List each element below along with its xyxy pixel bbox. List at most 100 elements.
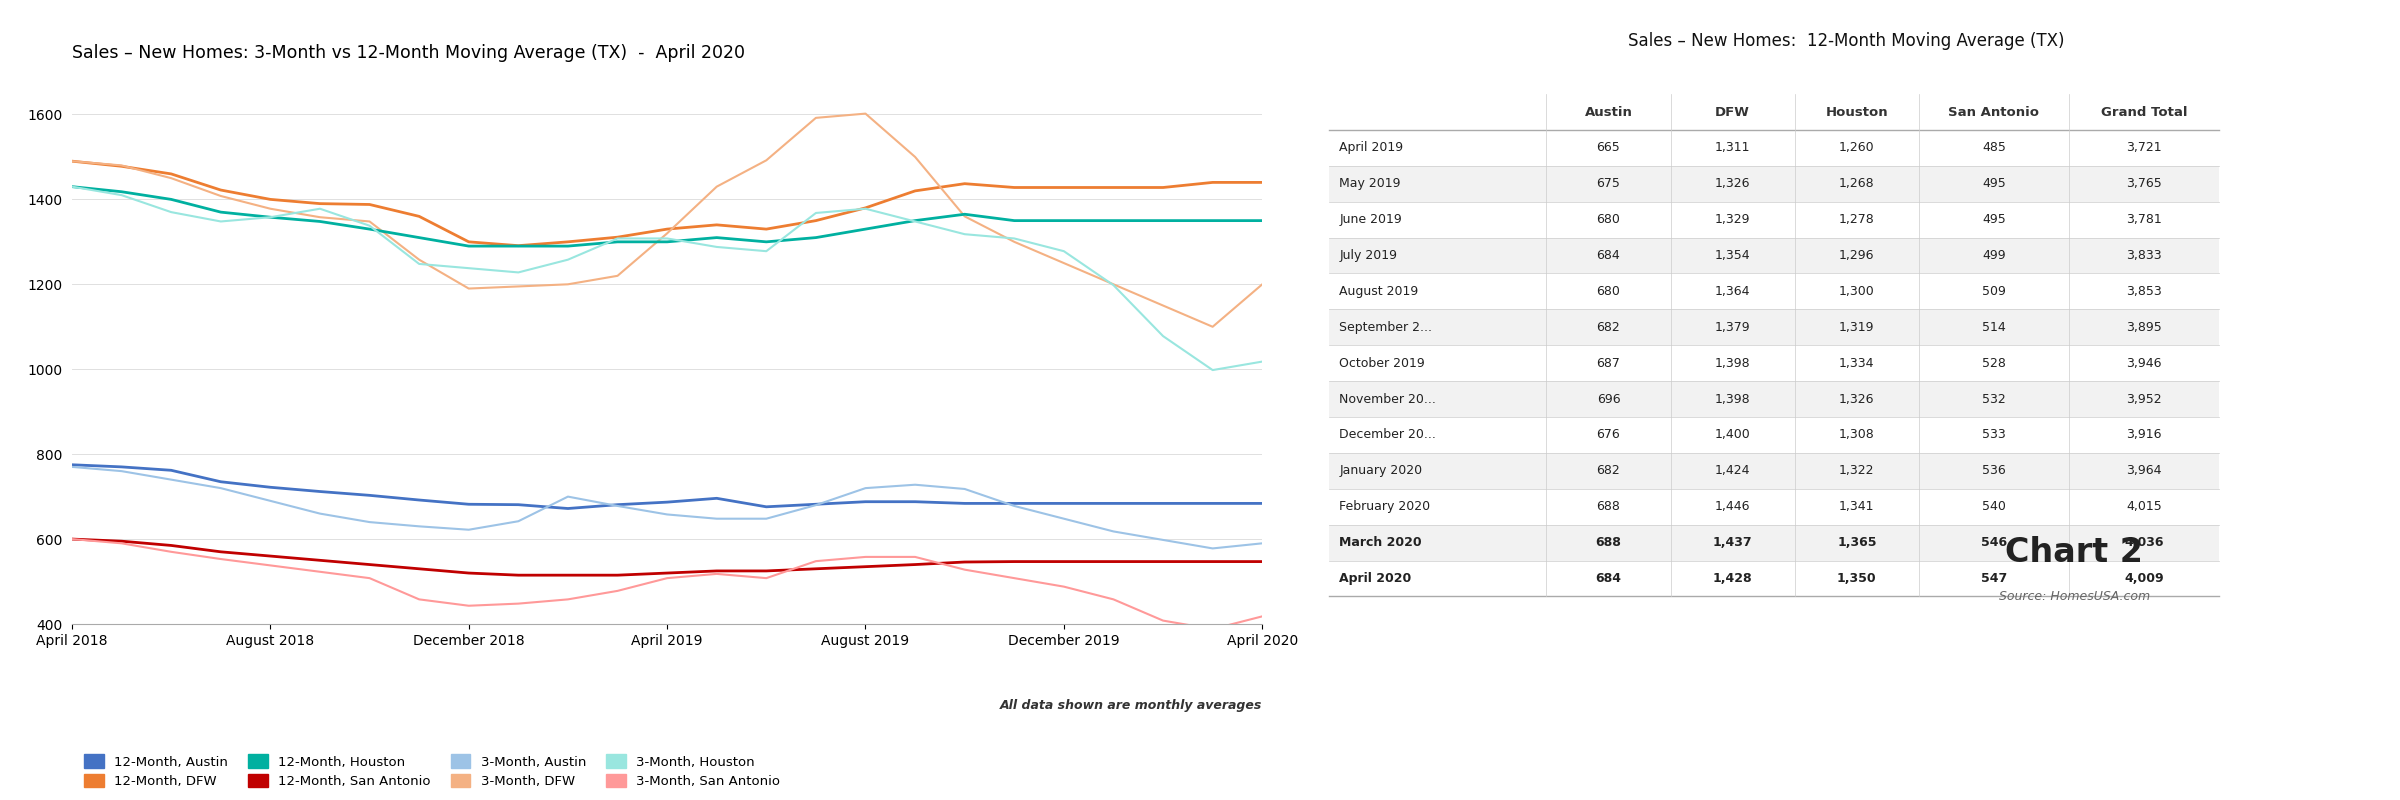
Text: 540: 540 xyxy=(1982,500,2006,514)
Text: 1,308: 1,308 xyxy=(1838,429,1874,442)
Text: 528: 528 xyxy=(1982,357,2006,370)
Text: 1,311: 1,311 xyxy=(1716,142,1750,154)
Text: 1,322: 1,322 xyxy=(1838,464,1874,478)
Text: April 2019: April 2019 xyxy=(1339,142,1404,154)
Text: 3,964: 3,964 xyxy=(2126,464,2162,478)
Bar xyxy=(1330,94,2220,130)
Text: 696: 696 xyxy=(1596,393,1620,406)
Text: 1,260: 1,260 xyxy=(1838,142,1874,154)
Text: 1,296: 1,296 xyxy=(1838,249,1874,262)
Text: 495: 495 xyxy=(1982,178,2006,190)
Text: 4,009: 4,009 xyxy=(2124,572,2165,585)
Text: 665: 665 xyxy=(1596,142,1620,154)
Text: April 2020: April 2020 xyxy=(1339,572,1411,585)
Bar xyxy=(1330,130,2220,166)
Text: 676: 676 xyxy=(1596,429,1620,442)
Bar xyxy=(1330,310,2220,346)
Text: Houston: Houston xyxy=(1826,106,1889,118)
Text: Chart 2: Chart 2 xyxy=(2006,536,2143,569)
Text: 1,437: 1,437 xyxy=(1714,536,1752,549)
Text: 1,379: 1,379 xyxy=(1716,321,1750,334)
Text: 680: 680 xyxy=(1596,285,1620,298)
Text: 1,326: 1,326 xyxy=(1716,178,1750,190)
Text: 688: 688 xyxy=(1596,500,1620,514)
Text: 3,765: 3,765 xyxy=(2126,178,2162,190)
Text: 495: 495 xyxy=(1982,213,2006,226)
Text: 3,952: 3,952 xyxy=(2126,393,2162,406)
Text: 682: 682 xyxy=(1596,464,1620,478)
Text: December 20...: December 20... xyxy=(1339,429,1435,442)
Text: 1,398: 1,398 xyxy=(1716,357,1750,370)
Text: 509: 509 xyxy=(1982,285,2006,298)
Text: 1,354: 1,354 xyxy=(1716,249,1750,262)
Bar xyxy=(1330,166,2220,202)
Text: August 2019: August 2019 xyxy=(1339,285,1418,298)
Text: 1,424: 1,424 xyxy=(1716,464,1750,478)
Bar xyxy=(1330,525,2220,561)
Text: 532: 532 xyxy=(1982,393,2006,406)
Text: 4,036: 4,036 xyxy=(2124,536,2165,549)
Text: 1,428: 1,428 xyxy=(1714,572,1752,585)
Text: September 2...: September 2... xyxy=(1339,321,1433,334)
Text: November 20...: November 20... xyxy=(1339,393,1435,406)
Bar xyxy=(1330,489,2220,525)
Text: 1,398: 1,398 xyxy=(1716,393,1750,406)
Bar xyxy=(1330,561,2220,597)
Text: Sales – New Homes:  12-Month Moving Average (TX): Sales – New Homes: 12-Month Moving Avera… xyxy=(1627,32,2064,50)
Text: 499: 499 xyxy=(1982,249,2006,262)
Text: 3,895: 3,895 xyxy=(2126,321,2162,334)
Text: All data shown are monthly averages: All data shown are monthly averages xyxy=(1001,698,1262,711)
Text: 1,350: 1,350 xyxy=(1836,572,1877,585)
Text: Grand Total: Grand Total xyxy=(2100,106,2186,118)
Text: 687: 687 xyxy=(1596,357,1620,370)
Text: 1,329: 1,329 xyxy=(1716,213,1750,226)
Text: 546: 546 xyxy=(1980,536,2006,549)
Text: 675: 675 xyxy=(1596,178,1620,190)
Text: 547: 547 xyxy=(1980,572,2006,585)
Text: 3,946: 3,946 xyxy=(2126,357,2162,370)
Text: March 2020: March 2020 xyxy=(1339,536,1421,549)
Bar xyxy=(1330,346,2220,381)
Text: 1,319: 1,319 xyxy=(1838,321,1874,334)
Text: 1,326: 1,326 xyxy=(1838,393,1874,406)
Text: 485: 485 xyxy=(1982,142,2006,154)
Bar xyxy=(1330,381,2220,417)
Text: 3,721: 3,721 xyxy=(2126,142,2162,154)
Text: Sales – New Homes: 3-Month vs 12-Month Moving Average (TX)  -  April 2020: Sales – New Homes: 3-Month vs 12-Month M… xyxy=(72,44,744,62)
Bar xyxy=(1330,238,2220,274)
Text: 680: 680 xyxy=(1596,213,1620,226)
Text: 533: 533 xyxy=(1982,429,2006,442)
Text: 3,781: 3,781 xyxy=(2126,213,2162,226)
Text: 684: 684 xyxy=(1596,572,1622,585)
Text: 3,916: 3,916 xyxy=(2126,429,2162,442)
Text: Austin: Austin xyxy=(1584,106,1632,118)
Text: 1,364: 1,364 xyxy=(1716,285,1750,298)
Text: 1,365: 1,365 xyxy=(1836,536,1877,549)
Text: DFW: DFW xyxy=(1716,106,1750,118)
Text: 536: 536 xyxy=(1982,464,2006,478)
Text: 684: 684 xyxy=(1596,249,1620,262)
Text: 688: 688 xyxy=(1596,536,1622,549)
Bar xyxy=(1330,202,2220,238)
Text: June 2019: June 2019 xyxy=(1339,213,1402,226)
Text: 3,853: 3,853 xyxy=(2126,285,2162,298)
Text: 682: 682 xyxy=(1596,321,1620,334)
Text: 3,833: 3,833 xyxy=(2126,249,2162,262)
Text: 1,278: 1,278 xyxy=(1838,213,1874,226)
Text: 1,400: 1,400 xyxy=(1714,429,1750,442)
Text: 1,446: 1,446 xyxy=(1716,500,1750,514)
Text: February 2020: February 2020 xyxy=(1339,500,1430,514)
Text: 1,341: 1,341 xyxy=(1838,500,1874,514)
Text: San Antonio: San Antonio xyxy=(1949,106,2040,118)
Bar xyxy=(1330,417,2220,453)
Text: January 2020: January 2020 xyxy=(1339,464,1423,478)
Bar xyxy=(1330,274,2220,310)
Text: 1,268: 1,268 xyxy=(1838,178,1874,190)
Text: 514: 514 xyxy=(1982,321,2006,334)
Text: Source: HomesUSA.com: Source: HomesUSA.com xyxy=(1999,590,2150,603)
Text: May 2019: May 2019 xyxy=(1339,178,1402,190)
Text: July 2019: July 2019 xyxy=(1339,249,1397,262)
Legend: 12-Month, Austin, 12-Month, DFW, 12-Month, Houston, 12-Month, San Antonio, 3-Mon: 12-Month, Austin, 12-Month, DFW, 12-Mont… xyxy=(79,749,785,794)
Text: 1,334: 1,334 xyxy=(1838,357,1874,370)
Bar xyxy=(1330,453,2220,489)
